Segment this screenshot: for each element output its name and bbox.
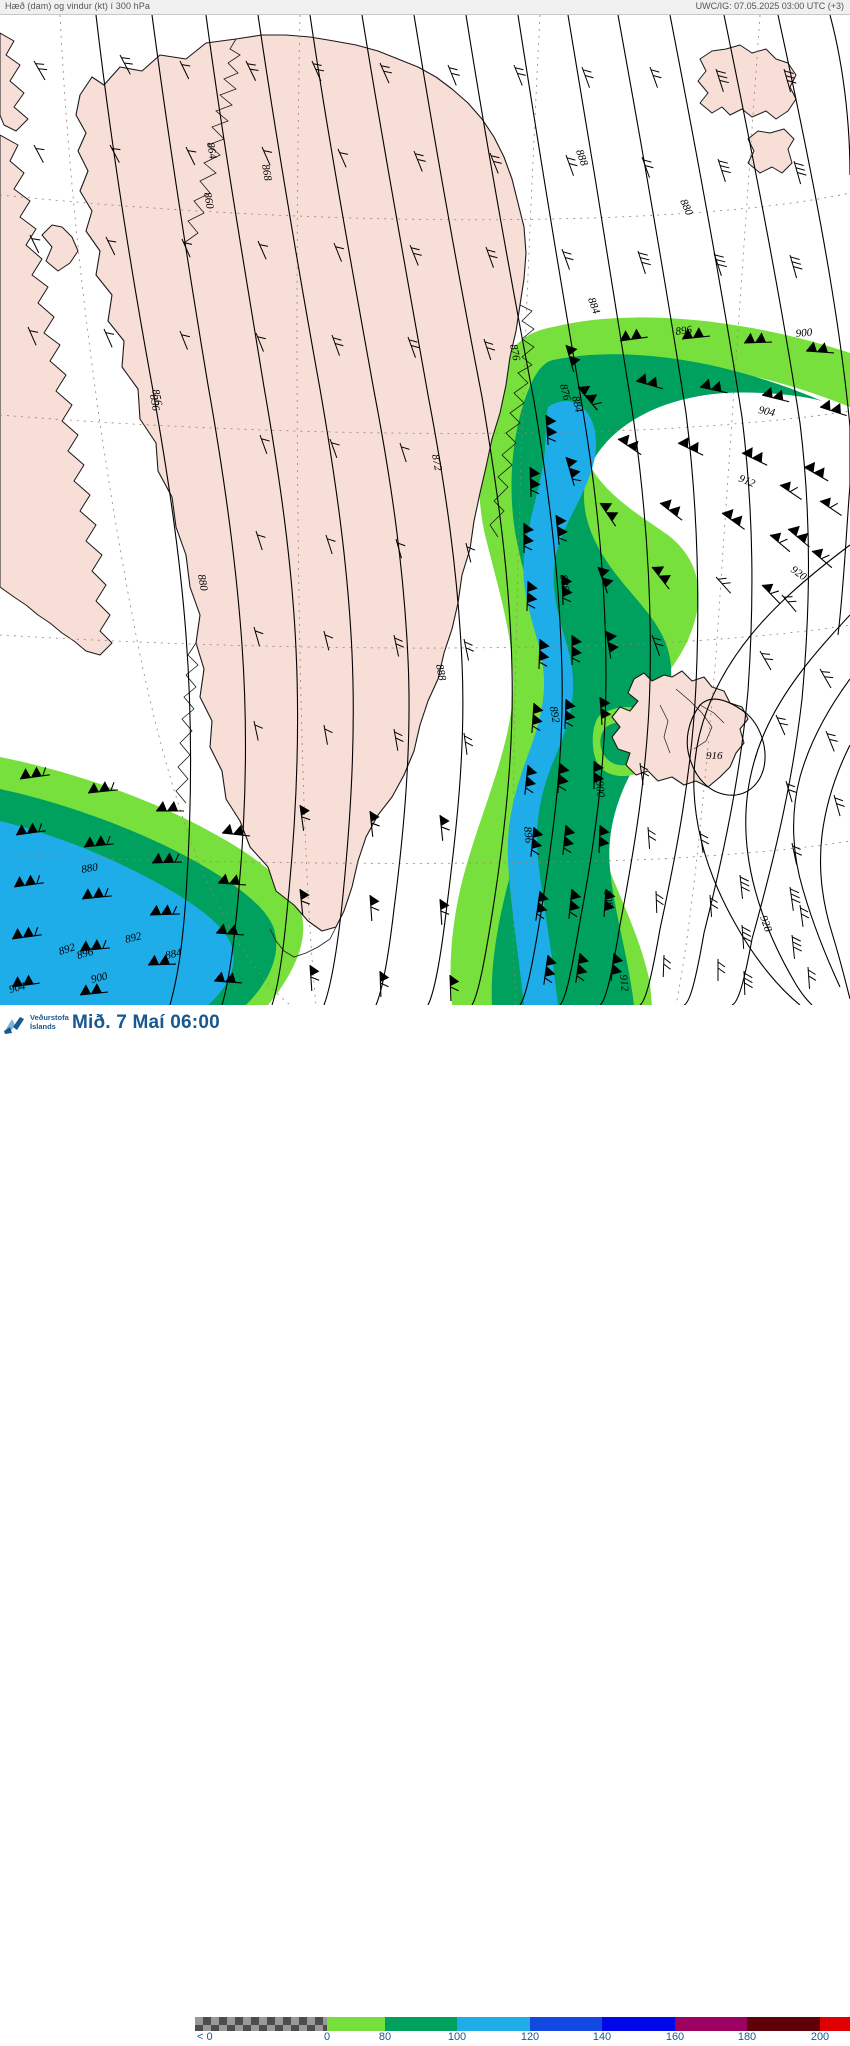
colorbar-tick: 180 bbox=[737, 2031, 757, 2043]
page-title: Hæð (dam) og vindur (kt) í 300 hPa bbox=[5, 1, 150, 11]
landmass-iceland bbox=[611, 670, 749, 788]
contour-916 bbox=[693, 544, 850, 1005]
contour-label: 884 bbox=[164, 947, 183, 962]
colorbar-band-180-200 bbox=[747, 2017, 820, 2031]
colorbar-tick: 100 bbox=[447, 2031, 467, 2043]
contour-892 bbox=[567, 15, 651, 1005]
coastline-detail-greenland bbox=[175, 38, 535, 958]
contour-label: 864 bbox=[204, 141, 219, 160]
colorbar-band-200-220 bbox=[820, 2017, 850, 2031]
contour-label: 856 bbox=[149, 388, 164, 407]
contour-label: 860 bbox=[201, 191, 216, 210]
shade-light-blue-sw bbox=[0, 821, 234, 1005]
colorbar-band-below-zero bbox=[195, 2017, 327, 2031]
coastline-detail-iceland bbox=[659, 688, 725, 754]
colorbar-tick: 140 bbox=[592, 2031, 612, 2043]
colorbar-band-80-100 bbox=[385, 2017, 457, 2031]
contour-label: 880 bbox=[195, 573, 210, 592]
colorbar-band-0-80 bbox=[327, 2017, 385, 2031]
contour-label: 892 bbox=[124, 930, 143, 946]
colorbar-tick: < 0 bbox=[197, 2031, 213, 2043]
vedurstofa-logo: Veðurstofa Íslands bbox=[4, 1010, 70, 1036]
contour-label: 888 bbox=[573, 148, 590, 168]
contour-872 bbox=[309, 15, 410, 1005]
map-header-bar: Hæð (dam) og vindur (kt) í 300 hPa UWC/I… bbox=[0, 0, 850, 15]
contour-860 bbox=[151, 15, 247, 1005]
vedurstofa-logo-icon bbox=[4, 1017, 24, 1034]
contour-label: 892 bbox=[57, 941, 77, 958]
contour-label: 900 bbox=[795, 327, 813, 340]
colorbar-band-120-140 bbox=[530, 2017, 602, 2031]
contour-label: 872 bbox=[429, 453, 444, 472]
contour-label: 884 bbox=[585, 296, 602, 316]
colorbar-tick: 200 bbox=[810, 2031, 830, 2043]
contour-label: 900 bbox=[90, 970, 109, 986]
contour-label: 884 bbox=[569, 395, 585, 414]
colorbar-band-160-180 bbox=[675, 2017, 747, 2031]
contour-label: 912 bbox=[617, 974, 631, 992]
contour-label: 904 bbox=[8, 980, 27, 996]
wind-speed-colorbar: < 0 0 80 100 120 140 160 180 200 220 bbox=[195, 2013, 850, 2046]
contour-iceland-inner bbox=[686, 698, 766, 796]
contour-904 bbox=[723, 15, 810, 1005]
contour-label: 856 bbox=[147, 393, 162, 412]
contour-924 bbox=[793, 678, 850, 988]
contour-label: 928 bbox=[757, 914, 774, 934]
contour-928 bbox=[819, 744, 850, 1000]
contour-label: 916 bbox=[706, 750, 723, 762]
valid-time-block: Mið. 7 Maí 06:00 bbox=[72, 1009, 220, 1037]
contour-label: 904 bbox=[757, 404, 776, 419]
colorbar-tick: 160 bbox=[665, 2031, 685, 2043]
colorbar-ticks: < 0 0 80 100 120 140 160 180 200 220 bbox=[195, 2031, 850, 2045]
contour-920 bbox=[745, 614, 850, 1005]
valid-time-label: Mið. 7 Maí 06:00 bbox=[72, 1012, 220, 1033]
contour-856 bbox=[95, 15, 192, 1005]
shade-light-blue-core bbox=[507, 401, 597, 1005]
map-footer-bar: Veðurstofa Íslands Mið. 7 Maí 06:00 < 0 bbox=[0, 1005, 850, 2043]
contour-888 bbox=[517, 15, 607, 1005]
landmass-svalbard bbox=[697, 44, 797, 120]
contour-label: 892 bbox=[547, 705, 562, 724]
contour-label: 876 bbox=[557, 383, 573, 402]
contour-label: 896 bbox=[521, 826, 535, 844]
colorbar-tick: 120 bbox=[520, 2031, 540, 2043]
colorbar-bands bbox=[195, 2017, 850, 2031]
contour-864 bbox=[205, 15, 299, 1005]
contour-880 bbox=[413, 15, 513, 1005]
colorbar-band-100-120 bbox=[457, 2017, 530, 2031]
weather-map-canvas[interactable]: 856 860 864 868 872 876 880 884 888 892 … bbox=[0, 15, 850, 1005]
colorbar-tick: 80 bbox=[378, 2031, 392, 2043]
landmass-ellesmere bbox=[41, 224, 79, 272]
logo-line-2: Íslands bbox=[30, 1022, 56, 1031]
landmass-svalbard-south bbox=[747, 128, 795, 174]
contour-884 bbox=[465, 15, 563, 1005]
contour-label-layer: 856 860 864 868 872 876 880 884 888 892 … bbox=[8, 141, 813, 996]
landmass-layer bbox=[0, 32, 797, 958]
contour-label: 876 bbox=[507, 343, 522, 362]
contour-label: 888 bbox=[433, 663, 448, 682]
contour-896 bbox=[617, 15, 699, 1005]
colorbar-tick: 0 bbox=[323, 2031, 331, 2043]
contour-label: 900 bbox=[593, 780, 607, 798]
contour-label: 880 bbox=[80, 861, 99, 876]
contour-868 bbox=[257, 15, 354, 1005]
latlon-graticule bbox=[0, 15, 850, 1005]
contour-908 bbox=[777, 15, 850, 636]
model-run-info: UWC/IG: 07.05.2025 03:00 UTC (+3) bbox=[695, 1, 844, 11]
contour-label: 912 bbox=[737, 473, 757, 490]
contour-900 bbox=[669, 15, 753, 1005]
colorbar-band-140-160 bbox=[602, 2017, 675, 2031]
logo-line-1: Veðurstofa bbox=[30, 1013, 69, 1022]
landmass-baffin-north bbox=[0, 32, 29, 132]
logo-text: Veðurstofa Íslands bbox=[30, 1013, 69, 1031]
height-contour-layer bbox=[95, 15, 850, 1005]
contour-label: 868 bbox=[259, 163, 274, 182]
